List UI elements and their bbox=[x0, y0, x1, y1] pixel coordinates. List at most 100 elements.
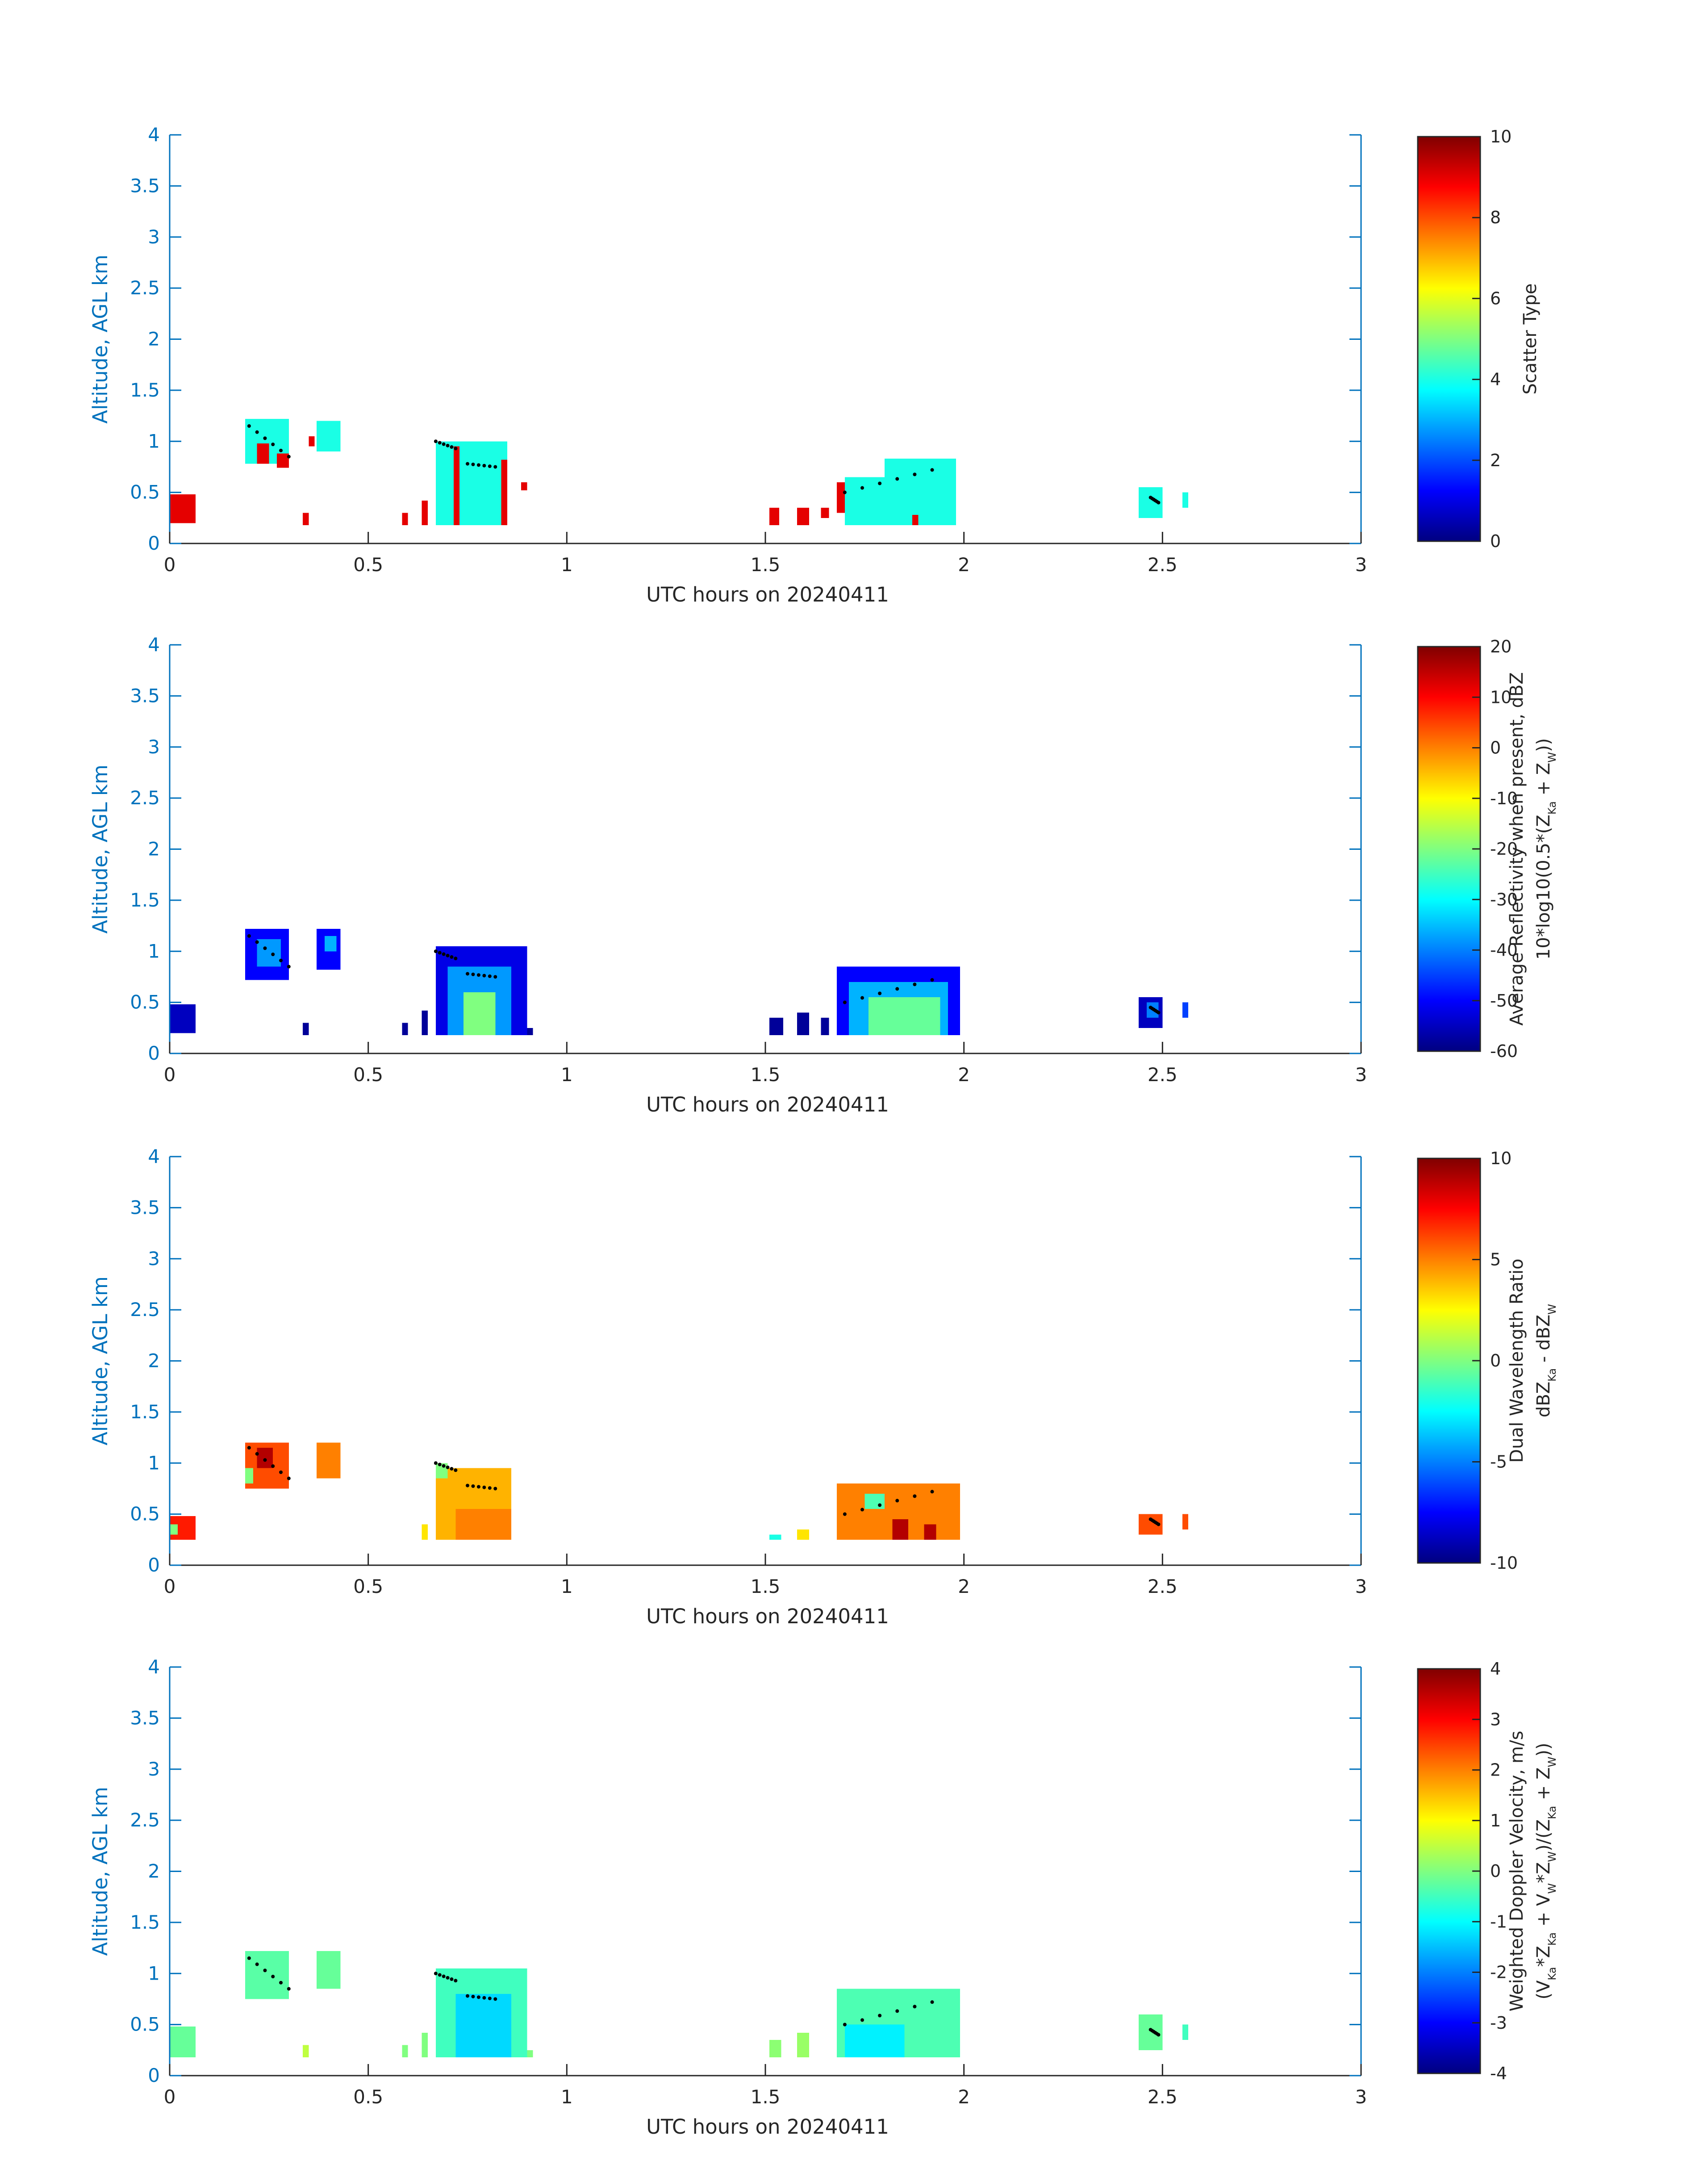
data-cell bbox=[170, 2027, 196, 2057]
y-tick-label: 2.5 bbox=[130, 1809, 160, 1831]
x-axis-label: UTC hours on 20240411 bbox=[646, 583, 889, 606]
x-tick-label: 2 bbox=[958, 2086, 970, 2108]
cloud-top-dot bbox=[895, 987, 899, 991]
data-cell bbox=[527, 2050, 533, 2057]
cloud-top-dot bbox=[255, 1452, 259, 1456]
x-tick-label: 0 bbox=[164, 1064, 176, 1086]
colorbar-tick-label: 10 bbox=[1490, 687, 1512, 707]
x-tick-label: 1 bbox=[561, 554, 573, 576]
cloud-top-dot bbox=[482, 1996, 486, 2000]
x-tick-label: 2.5 bbox=[1148, 1064, 1178, 1086]
colorbar-tick-label: 8 bbox=[1490, 208, 1501, 227]
colorbar-tick-label: -30 bbox=[1490, 890, 1518, 909]
cloud-top-dot bbox=[446, 443, 450, 447]
cloud-top-dot bbox=[476, 1995, 480, 1999]
cloud-top-dot bbox=[454, 1979, 458, 1983]
plot-area bbox=[170, 135, 1361, 543]
data-cell bbox=[455, 1509, 511, 1540]
x-tick-label: 1 bbox=[561, 1064, 573, 1086]
data-cell bbox=[797, 1529, 809, 1540]
subscript-segment: W bbox=[1546, 1304, 1558, 1315]
label-segment: )) bbox=[1533, 1742, 1554, 1756]
cloud-top-dot bbox=[878, 1503, 882, 1507]
plot-area bbox=[170, 645, 1361, 1053]
cloud-top-dot bbox=[895, 477, 899, 481]
data-cell bbox=[277, 453, 289, 468]
data-cell bbox=[257, 443, 269, 464]
cloud-top-dot bbox=[438, 951, 442, 955]
colorbar-tick-label: 1 bbox=[1490, 1811, 1501, 1830]
cloud-top-dot bbox=[843, 1512, 847, 1516]
x-tick-label: 0 bbox=[164, 554, 176, 576]
data-cell bbox=[435, 1463, 448, 1479]
subscript-segment: W bbox=[1546, 1851, 1558, 1862]
colorbar bbox=[1417, 646, 1481, 1052]
data-cell bbox=[821, 507, 829, 518]
cloud-top-dot bbox=[1157, 501, 1161, 505]
data-cells bbox=[170, 418, 1189, 525]
data-cell bbox=[912, 514, 919, 525]
data-cell bbox=[453, 446, 460, 525]
colorbar-label-line2: 10*log10(0.5*(ZKa + ZW)) bbox=[1533, 738, 1558, 960]
colorbar-tick-label: -10 bbox=[1490, 789, 1518, 808]
y-tick-label: 4 bbox=[148, 1656, 160, 1678]
data-cell bbox=[170, 494, 196, 523]
data-cell bbox=[257, 939, 281, 967]
cloud-top-dot bbox=[454, 1468, 458, 1472]
cloud-top-dot bbox=[488, 464, 492, 468]
cloud-top-dot bbox=[1157, 2033, 1161, 2037]
y-tick-label: 1 bbox=[148, 1962, 160, 1984]
x-axis-label: UTC hours on 20240411 bbox=[646, 2115, 889, 2139]
data-cell bbox=[769, 507, 780, 525]
cloud-top-dot bbox=[255, 1962, 259, 1966]
cloud-top-dot bbox=[843, 2022, 847, 2027]
data-cell bbox=[869, 997, 940, 1035]
data-cell bbox=[884, 459, 956, 498]
y-tick-label: 0 bbox=[148, 532, 160, 554]
cloud-top-dot bbox=[255, 940, 259, 944]
cloud-top-dot bbox=[450, 445, 454, 449]
y-tick-label: 2 bbox=[148, 1860, 160, 1882]
cloud-top-dot bbox=[438, 441, 442, 445]
cloud-top-dot bbox=[1157, 1011, 1161, 1015]
y-tick-label: 2.5 bbox=[130, 1299, 160, 1320]
cloud-top-dot bbox=[493, 465, 497, 469]
x-tick-label: 1.5 bbox=[751, 554, 781, 576]
cloud-top-markers bbox=[247, 934, 1161, 1015]
cloud-top-dot bbox=[493, 1487, 497, 1491]
x-tick-label: 1.5 bbox=[751, 1064, 781, 1086]
cloud-top-dot bbox=[860, 1508, 864, 1512]
cloud-top-dot bbox=[279, 1981, 283, 1985]
cloud-top-dot bbox=[913, 472, 917, 476]
label-segment: )) bbox=[1533, 738, 1554, 752]
x-tick-label: 2.5 bbox=[1148, 554, 1178, 576]
colorbar-tick-label: -40 bbox=[1490, 940, 1518, 960]
colorbar-tick-label: 20 bbox=[1490, 637, 1512, 656]
y-tick-label: 0 bbox=[148, 2064, 160, 2086]
cloud-top-dot bbox=[878, 991, 882, 995]
cloud-top-dot bbox=[446, 1465, 450, 1469]
y-axis-label: Altitude, AGL km bbox=[88, 765, 112, 934]
cloud-top-dot bbox=[247, 424, 251, 428]
data-cell bbox=[245, 1951, 289, 1999]
y-tick-label: 3.5 bbox=[130, 175, 160, 196]
data-cell bbox=[257, 1447, 273, 1468]
data-cell bbox=[302, 2045, 309, 2057]
colorbar-tick-label: -4 bbox=[1490, 2064, 1507, 2083]
data-cell bbox=[769, 1534, 781, 1540]
y-tick-label: 3.5 bbox=[130, 1196, 160, 1218]
x-tick-label: 1.5 bbox=[751, 1575, 781, 1597]
cloud-top-dot bbox=[434, 1461, 438, 1465]
y-tick-label: 2 bbox=[148, 1350, 160, 1372]
colorbar-tick-label: -60 bbox=[1490, 1041, 1518, 1061]
x-tick-label: 3 bbox=[1355, 1064, 1367, 1086]
y-tick-label: 3 bbox=[148, 1758, 160, 1780]
data-cell bbox=[422, 1010, 428, 1035]
label-segment: *Z bbox=[1533, 1862, 1554, 1883]
data-cell bbox=[924, 1524, 936, 1540]
data-cell bbox=[317, 421, 341, 452]
data-cell bbox=[521, 482, 527, 491]
cloud-top-dot bbox=[442, 1974, 446, 1978]
data-cell bbox=[309, 436, 315, 447]
y-tick-label: 0.5 bbox=[130, 2014, 160, 2035]
